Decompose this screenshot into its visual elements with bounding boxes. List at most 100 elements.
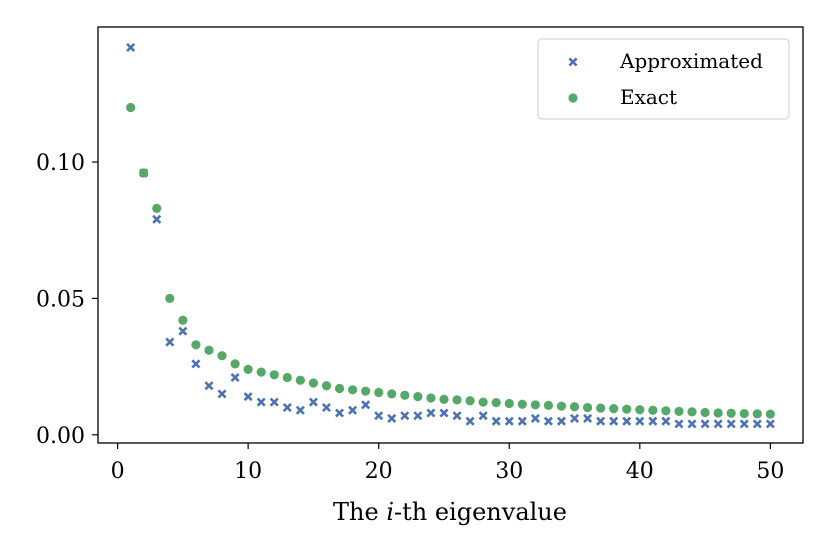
data-point-exact — [334, 383, 345, 394]
legend: Approximated Exact — [537, 38, 790, 120]
data-point-approximated — [439, 408, 449, 418]
data-point-exact — [504, 398, 514, 409]
data-point-exact — [152, 203, 162, 214]
data-point-approximated — [609, 416, 619, 426]
chart-marks — [126, 42, 775, 429]
data-point-exact — [178, 315, 188, 325]
data-point-approximated — [165, 337, 175, 347]
data-point-exact — [491, 398, 501, 408]
data-point-approximated — [674, 419, 684, 429]
data-point-exact — [269, 370, 279, 380]
data-point-approximated — [504, 416, 514, 426]
data-point-approximated — [596, 416, 606, 426]
data-point-approximated — [361, 400, 371, 410]
x-tick-label: 20 — [365, 459, 393, 484]
data-point-approximated — [374, 411, 384, 421]
data-point-exact — [635, 405, 645, 415]
data-point-exact — [439, 394, 449, 404]
data-point-exact — [687, 407, 697, 417]
data-point-approximated — [739, 419, 749, 429]
legend-label-exact: Exact — [620, 85, 677, 109]
data-point-exact — [543, 400, 554, 410]
legend-marker-exact — [568, 93, 578, 103]
data-point-exact — [374, 387, 384, 398]
series-approximated — [126, 42, 775, 429]
data-point-exact — [596, 403, 606, 413]
data-point-approximated — [622, 416, 632, 426]
data-point-approximated — [700, 419, 710, 429]
data-point-exact — [739, 408, 749, 419]
y-tick-label: 0.00 — [36, 424, 85, 449]
data-point-approximated — [570, 413, 580, 423]
data-point-approximated — [491, 416, 501, 426]
legend-marker-icon-exact — [568, 93, 578, 103]
data-point-approximated — [282, 403, 292, 413]
data-point-exact — [413, 392, 423, 402]
data-point-approximated — [178, 326, 188, 336]
data-point-exact — [713, 408, 723, 418]
data-point-exact — [674, 406, 684, 416]
data-point-exact — [165, 293, 175, 304]
data-point-exact — [347, 385, 358, 395]
data-point-exact — [126, 102, 136, 113]
data-point-approximated — [765, 419, 775, 429]
data-point-approximated — [152, 214, 162, 224]
data-point-exact — [452, 395, 462, 405]
data-point-approximated — [269, 397, 279, 407]
data-point-approximated — [648, 416, 658, 426]
data-point-exact — [530, 400, 540, 410]
data-point-exact — [752, 409, 762, 419]
data-point-exact — [569, 402, 580, 412]
data-point-exact — [765, 409, 775, 419]
data-point-exact — [622, 404, 632, 414]
data-point-exact — [556, 401, 567, 411]
data-point-approximated — [348, 405, 358, 415]
x-tick-label: 10 — [234, 459, 262, 484]
data-point-approximated — [726, 419, 736, 429]
data-point-approximated — [256, 397, 266, 407]
data-point-approximated — [387, 413, 397, 423]
data-point-approximated — [308, 397, 318, 407]
x-tick-label: 50 — [756, 459, 784, 484]
x-axis-label-variable: i — [386, 498, 394, 526]
data-point-approximated — [230, 373, 240, 383]
data-point-exact — [243, 364, 253, 374]
data-point-exact — [609, 404, 619, 414]
data-point-exact — [361, 386, 371, 396]
data-point-approximated — [413, 411, 423, 421]
data-point-approximated — [530, 413, 540, 423]
legend-label-approximated: Approximated — [619, 49, 763, 73]
data-point-approximated — [543, 416, 553, 426]
legend-marker-icon-approximated — [568, 57, 578, 67]
data-point-exact — [517, 399, 527, 409]
x-tick-label: 0 — [111, 459, 125, 484]
data-point-exact — [700, 407, 710, 418]
data-point-exact — [191, 340, 201, 350]
x-axis-label: The i-th eigenvalue — [333, 498, 567, 526]
data-point-exact — [465, 396, 475, 406]
data-point-exact — [321, 381, 332, 391]
data-point-approximated — [400, 411, 410, 421]
data-point-approximated — [478, 411, 488, 421]
legend-marker-approximated — [568, 57, 578, 67]
data-point-exact — [217, 351, 227, 361]
data-point-exact — [230, 359, 240, 369]
x-tick-label: 30 — [495, 459, 523, 484]
data-point-approximated — [583, 413, 593, 423]
data-point-approximated — [661, 416, 671, 426]
data-point-approximated — [204, 381, 214, 391]
data-point-approximated — [335, 408, 345, 418]
data-point-exact — [661, 406, 671, 416]
y-axis: 0.00 0.05 0.10 — [36, 151, 98, 449]
data-point-exact — [478, 397, 488, 407]
plot-area-frame — [97, 26, 804, 444]
data-point-exact — [426, 393, 436, 403]
data-point-exact — [582, 402, 593, 413]
data-point-approximated — [635, 416, 645, 426]
data-point-approximated — [517, 416, 527, 426]
data-point-exact — [308, 378, 319, 388]
data-point-approximated — [243, 392, 253, 402]
series-exact — [126, 102, 775, 419]
data-point-approximated — [713, 419, 723, 429]
